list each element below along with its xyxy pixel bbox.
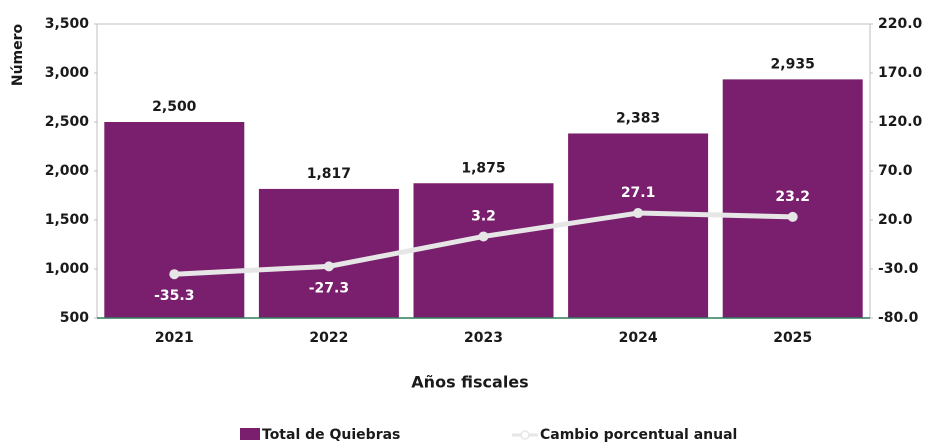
x-tick-label: 2025 — [773, 330, 812, 346]
legend-label: Cambio porcentual anual — [540, 427, 737, 442]
y2-tick-label: 20.0 — [878, 212, 913, 228]
bar — [258, 188, 399, 318]
y-tick-label: 1,500 — [45, 212, 90, 228]
bar-value-label: 1,875 — [461, 160, 505, 176]
y2-tick-label: -30.0 — [878, 261, 919, 277]
x-tick-label: 2024 — [619, 330, 658, 346]
y-axis-title: Número — [10, 23, 26, 86]
y-tick-label: 1,000 — [45, 261, 90, 277]
y2-tick-label: 70.0 — [878, 163, 913, 179]
y2-tick-label: -80.0 — [878, 310, 919, 326]
line-marker — [169, 269, 180, 280]
line-value-label: 23.2 — [775, 189, 810, 205]
y-tick-label: 500 — [60, 310, 89, 326]
line-marker — [323, 261, 334, 272]
y2-tick-label: 120.0 — [878, 114, 923, 130]
line-marker — [787, 211, 798, 222]
line-value-label: 3.2 — [471, 208, 496, 224]
bar-value-label: 2,500 — [152, 99, 197, 115]
y2-tick-label: 220.0 — [878, 16, 923, 32]
y-tick-label: 3,000 — [45, 65, 90, 81]
y-tick-label: 2,500 — [45, 114, 90, 130]
bar — [104, 122, 245, 318]
bar-value-label: 2,383 — [616, 110, 660, 126]
y-tick-label: 2,000 — [45, 163, 90, 179]
line-value-label: -35.3 — [154, 288, 194, 304]
x-tick-label: 2021 — [155, 330, 194, 346]
legend-swatch — [240, 428, 260, 440]
bar-value-label: 2,935 — [771, 56, 815, 72]
legend-label: Total de Quiebras — [262, 427, 400, 442]
line-marker — [478, 231, 489, 242]
y-tick-label: 3,500 — [45, 16, 90, 32]
bar — [722, 79, 863, 319]
line-value-label: -27.3 — [309, 280, 349, 296]
legend-marker — [520, 430, 530, 440]
bar-value-label: 1,817 — [307, 166, 351, 182]
line-marker — [633, 208, 644, 219]
bar — [413, 183, 554, 318]
x-tick-label: 2022 — [309, 330, 348, 346]
x-tick-label: 2023 — [464, 330, 503, 346]
bar — [568, 133, 709, 318]
y2-tick-label: 170.0 — [878, 65, 923, 81]
x-axis-title: Años fiscales — [411, 373, 528, 392]
line-value-label: 27.1 — [621, 185, 656, 201]
